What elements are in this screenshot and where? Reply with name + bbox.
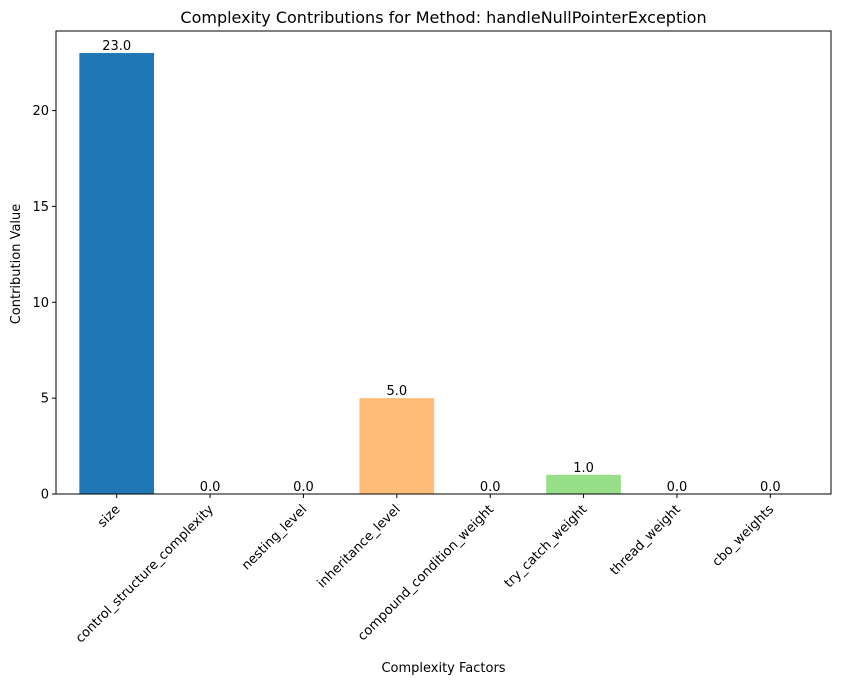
y-tick-label: 0 (41, 488, 49, 503)
x-tick-label: thread_weight (607, 502, 683, 578)
bar-value-label: 0.0 (200, 480, 221, 495)
y-tick-label: 5 (41, 392, 49, 407)
plot-frame (55, 30, 832, 495)
bar-value-label: 0.0 (667, 480, 688, 495)
x-axis-label: Complexity Factors (381, 661, 505, 676)
y-tick-label: 10 (32, 296, 49, 311)
bar-value-label: 23.0 (102, 39, 131, 54)
x-tick-label: nesting_level (239, 502, 310, 573)
bar-value-label: 5.0 (386, 384, 407, 399)
bar-value-label: 0.0 (480, 480, 501, 495)
bar (79, 53, 155, 495)
x-tick-label: inheritance_level (315, 502, 404, 591)
y-axis-label: Contribution Value (9, 204, 24, 325)
x-tick-label: try_catch_weight (502, 502, 591, 591)
plot-area: 23.0 0.0 0.0 5.0 0.0 1.0 0.0 0.0 0 5 10 15 20 sizecon… (32, 30, 832, 646)
x-tick-label: cbo_weights (710, 502, 778, 570)
x-tick-label: size (95, 502, 123, 530)
chart-title: Complexity Contributions for Method: han… (180, 8, 706, 27)
bar-value-label: 0.0 (293, 480, 314, 495)
bar-value-label: 1.0 (573, 461, 594, 476)
x-tick-label: control_structure_complexity (73, 502, 217, 646)
bar (359, 398, 435, 494)
y-tick-label: 15 (32, 200, 49, 215)
bar-value-label: 0.0 (760, 480, 781, 495)
bar (546, 474, 621, 494)
y-tick-label: 20 (32, 104, 49, 119)
